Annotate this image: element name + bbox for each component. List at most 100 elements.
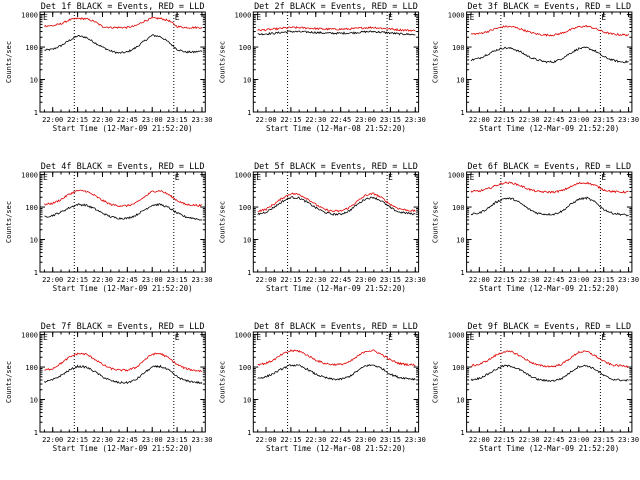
y-axis-label: Counts/sec <box>218 201 226 243</box>
y-tick-label: 1000 <box>21 12 38 20</box>
x-tick-label: 22:45 <box>543 116 564 124</box>
x-axis-label: Start Time (12-Mar-08 21:52:20) <box>266 444 406 453</box>
y-axis-label: Counts/sec <box>218 361 226 403</box>
y-tick-label: 10 <box>30 237 38 245</box>
x-tick-label: 22:30 <box>519 436 540 444</box>
y-tick-label: 1 <box>247 269 251 277</box>
corner-label-left: E <box>256 173 261 182</box>
x-tick-label: 23:15 <box>380 116 401 124</box>
x-tick-label: 22:30 <box>519 116 540 124</box>
x-tick-label: 22:15 <box>67 276 88 284</box>
x-tick-label: 23:15 <box>167 436 188 444</box>
lld-series-line <box>44 16 203 30</box>
y-tick-label: 10 <box>30 77 38 85</box>
corner-label-left: E <box>43 333 48 342</box>
y-tick-label: 1000 <box>234 332 251 340</box>
x-tick-label: 22:15 <box>67 436 88 444</box>
y-axis-label: Counts/sec <box>432 361 440 403</box>
y-tick-label: 1000 <box>448 332 465 340</box>
x-axis-label: Start Time (12-Mar-09 21:52:20) <box>53 444 193 453</box>
y-tick-label: 10 <box>243 77 251 85</box>
x-tick-label: 22:15 <box>280 116 301 124</box>
x-tick-label: 23:30 <box>191 276 212 284</box>
plot-frame <box>39 11 206 113</box>
x-tick-label: 22:45 <box>117 276 138 284</box>
x-tick-label: 22:15 <box>494 436 515 444</box>
x-tick-label: 22:30 <box>519 276 540 284</box>
events-series-line <box>470 196 629 217</box>
plot-frame <box>252 171 420 273</box>
y-tick-label: 1 <box>247 429 251 437</box>
y-tick-label: 1 <box>34 269 38 277</box>
corner-label-right: E <box>601 173 606 182</box>
x-tick-label: 22:00 <box>42 116 63 124</box>
y-tick-label: 100 <box>452 204 465 212</box>
lld-series-line <box>471 25 629 37</box>
y-tick-label: 1000 <box>21 172 38 180</box>
x-axis-label: Start Time (12-Mar-08 21:52:20) <box>266 124 406 133</box>
y-tick-label: 1000 <box>234 12 251 20</box>
events-series-line <box>44 34 203 55</box>
x-tick-label: 22:30 <box>305 276 326 284</box>
x-tick-label: 23:15 <box>380 276 401 284</box>
corner-label-left: E <box>470 13 475 22</box>
x-tick-label: 23:30 <box>618 116 639 124</box>
x-tick-label: 23:15 <box>593 116 614 124</box>
y-tick-label: 100 <box>25 44 38 52</box>
corner-label-right: E <box>388 173 393 182</box>
chart-title: Det 6f BLACK = Events, RED = LLD <box>467 162 631 172</box>
lld-series-line <box>470 181 629 194</box>
chart-panel: Det 1f BLACK = Events, RED = LLD 1 10 100 10… <box>5 2 213 133</box>
x-tick-label: 22:30 <box>305 436 326 444</box>
x-tick-label: 22:00 <box>255 276 276 284</box>
x-tick-label: 23:30 <box>405 436 426 444</box>
chart-panel: Det 7f BLACK = Events, RED = LLD 1 10 100 10… <box>5 322 213 453</box>
x-tick-label: 22:00 <box>469 276 490 284</box>
x-tick-label: 22:30 <box>92 436 113 444</box>
corner-label-left: E <box>470 333 475 342</box>
y-axis-label: Counts/sec <box>218 41 226 83</box>
x-tick-label: 22:45 <box>543 276 564 284</box>
x-tick-label: 23:00 <box>568 116 589 124</box>
x-tick-label: 22:15 <box>67 116 88 124</box>
events-series-line <box>257 30 416 36</box>
x-tick-label: 22:15 <box>494 276 515 284</box>
corner-label-left: E <box>256 333 261 342</box>
chart-panel: Det 8f BLACK = Events, RED = LLD 1 10 100 10… <box>218 322 426 453</box>
x-tick-label: 23:00 <box>355 116 376 124</box>
x-tick-label: 22:30 <box>92 116 113 124</box>
x-tick-label: 23:00 <box>142 116 163 124</box>
x-tick-label: 22:45 <box>330 116 351 124</box>
chart-title: Det 2f BLACK = Events, RED = LLD <box>254 2 418 12</box>
x-tick-label: 23:00 <box>355 436 376 444</box>
x-tick-label: 22:00 <box>255 436 276 444</box>
corner-label-right: E <box>601 333 606 342</box>
y-tick-label: 1000 <box>21 332 38 340</box>
x-tick-label: 22:45 <box>543 436 564 444</box>
x-tick-label: 23:15 <box>167 116 188 124</box>
x-tick-label: 22:15 <box>280 276 301 284</box>
chart-title: Det 7f BLACK = Events, RED = LLD <box>41 322 205 332</box>
corner-label-right: E <box>388 13 393 22</box>
x-tick-label: 23:00 <box>568 276 589 284</box>
y-tick-label: 100 <box>452 44 465 52</box>
chart-panel: Det 5f BLACK = Events, RED = LLD 1 10 100 10… <box>218 162 426 293</box>
y-tick-label: 1 <box>34 109 38 117</box>
y-tick-label: 1 <box>247 109 251 117</box>
y-tick-label: 100 <box>25 364 38 372</box>
x-tick-label: 22:45 <box>330 436 351 444</box>
corner-label-right: E <box>175 13 180 22</box>
chart-title: Det 8f BLACK = Events, RED = LLD <box>254 322 418 332</box>
y-tick-label: 1 <box>34 429 38 437</box>
x-axis-label: Start Time (12-Mar-09 21:52:20) <box>479 444 619 453</box>
y-tick-label: 10 <box>456 77 464 85</box>
x-axis-label: Start Time (12-Mar-09 21:52:20) <box>53 284 193 293</box>
x-tick-label: 23:30 <box>405 116 426 124</box>
plot-frame <box>252 331 420 433</box>
y-tick-label: 1 <box>460 269 464 277</box>
events-series-line <box>470 46 629 64</box>
events-series-line <box>257 196 416 216</box>
x-tick-label: 23:30 <box>618 436 639 444</box>
y-tick-label: 10 <box>243 397 251 405</box>
plot-frame <box>39 171 206 273</box>
